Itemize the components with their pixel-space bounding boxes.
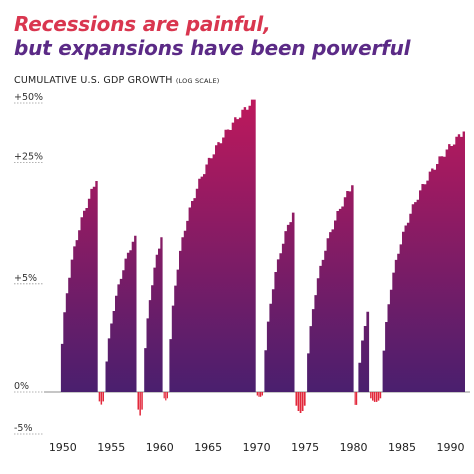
x-tick-label: 1990	[436, 441, 464, 454]
x-tick-label: 1980	[340, 441, 368, 454]
x-tick-label: 1970	[243, 441, 271, 454]
recession-bar	[163, 392, 165, 399]
recession-bar	[102, 392, 104, 402]
recession-bar	[98, 392, 101, 402]
recession-bar	[260, 392, 262, 397]
expansion-area	[60, 181, 98, 392]
recession-bar	[303, 392, 306, 406]
recession-bar	[100, 392, 103, 405]
recession-bar	[301, 392, 304, 411]
expansion-area	[105, 235, 137, 392]
y-tick-label: +5%	[14, 273, 37, 284]
expansion-area	[264, 212, 295, 392]
axis-layer: +50% +25% +5% 0% -5% 1950 1955 1960 1965 1970 1975…	[14, 92, 464, 454]
y-tick-label: +25%	[14, 151, 43, 162]
expansion-area	[358, 311, 370, 392]
subtitle-main: CUMULATIVE U.S. GDP GROWTH	[14, 75, 173, 86]
recession-bar	[356, 392, 358, 405]
expansion-area	[307, 185, 354, 392]
recession-bar	[299, 392, 302, 413]
recession-bar	[379, 392, 382, 399]
recession-bar	[373, 392, 376, 402]
x-tick-label: 1975	[291, 441, 319, 454]
recession-bar	[370, 392, 372, 399]
recession-bar	[166, 392, 168, 399]
x-tick-label: 1955	[97, 441, 125, 454]
x-tick-label: 1965	[194, 441, 222, 454]
x-tick-label: 1960	[146, 441, 174, 454]
recession-bar	[295, 392, 298, 406]
recession-bar	[297, 392, 300, 411]
bars-layer	[60, 99, 465, 416]
title-line-1: Recessions are painful,	[14, 12, 271, 36]
y-tick-label: +50%	[14, 92, 43, 103]
y-tick-label: -5%	[14, 423, 33, 434]
recession-bar	[261, 392, 263, 396]
recession-bar	[165, 392, 167, 401]
x-tick-label: 1950	[49, 441, 77, 454]
subtitle-scale: (LOG SCALE)	[175, 77, 220, 85]
recession-bar	[258, 392, 260, 397]
expansion-area	[144, 237, 163, 392]
y-tick-label: 0%	[14, 381, 29, 392]
recession-bar	[256, 392, 258, 396]
expansion-area	[169, 99, 256, 392]
x-tick-label: 1985	[388, 441, 416, 454]
recession-bar	[372, 392, 374, 401]
title-line-2: but expansions have been powerful	[14, 36, 411, 60]
recession-bar	[354, 392, 356, 405]
recession-bar	[139, 392, 141, 416]
recession-bar	[375, 392, 378, 402]
recession-bar	[137, 392, 139, 410]
recession-bar	[377, 392, 380, 401]
chart-subtitle: CUMULATIVE U.S. GDP GROWTH (LOG SCALE)	[14, 75, 220, 86]
recession-bar	[141, 392, 143, 410]
expansion-area	[382, 131, 465, 392]
